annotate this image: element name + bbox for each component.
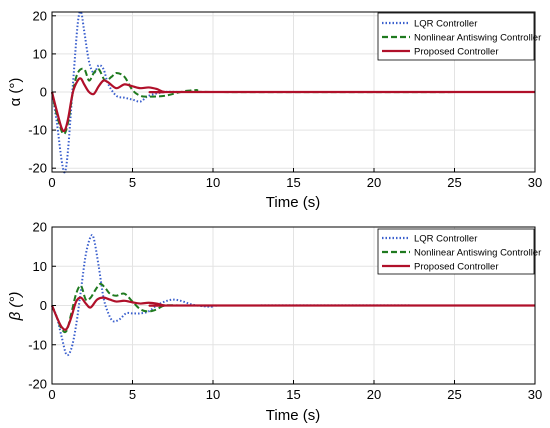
alpha-y-tick-label: 20 xyxy=(33,8,47,23)
beta-y-tick-label: 10 xyxy=(33,259,47,274)
alpha-y-axis-title: α (°) xyxy=(7,78,24,107)
beta-series-lqr-line xyxy=(51,233,536,357)
beta-series xyxy=(50,233,536,357)
alpha-series-nonlinear-line xyxy=(51,67,536,136)
alpha-x-tick-label: 10 xyxy=(206,175,220,190)
alpha-x-tick-label: 30 xyxy=(528,175,542,190)
beta-x-axis-title: Time (s) xyxy=(266,407,320,424)
beta-y-ticks: -20 -10 0 10 20 xyxy=(28,220,56,392)
beta-x-tick-label: 5 xyxy=(129,387,136,402)
beta-y-tick-label: -20 xyxy=(28,377,47,392)
beta-x-tick-label: 15 xyxy=(286,387,300,402)
alpha-legend-lqr-label: LQR Controller xyxy=(414,19,477,30)
alpha-y-tick-label: -20 xyxy=(28,161,47,176)
beta-y-tick-label: 20 xyxy=(33,220,47,235)
beta-legend-lqr-label: LQR Controller xyxy=(414,234,477,245)
alpha-y-tick-label: -10 xyxy=(28,123,47,138)
beta-x-tick-label: 0 xyxy=(48,387,55,402)
beta-legend-nonlinear-label: Nonlinear Antiswing Controller xyxy=(414,248,541,259)
beta-legend: LQR Controller Nonlinear Antiswing Contr… xyxy=(377,228,541,275)
beta-legend-proposed-label: Proposed Controller xyxy=(414,262,499,273)
beta-x-ticks: 0 5 10 15 20 25 30 xyxy=(48,380,542,402)
alpha-y-tick-label: 0 xyxy=(40,85,47,100)
alpha-x-tick-label: 20 xyxy=(367,175,381,190)
beta-y-tick-label: 0 xyxy=(40,298,47,313)
alpha-x-tick-label: 5 xyxy=(129,175,136,190)
alpha-series xyxy=(50,10,536,174)
alpha-legend: LQR Controller Nonlinear Antiswing Contr… xyxy=(377,12,541,61)
alpha-x-tick-label: 25 xyxy=(447,175,461,190)
alpha-x-axis-title: Time (s) xyxy=(266,194,320,211)
beta-x-tick-label: 25 xyxy=(447,387,461,402)
alpha-series-proposed-line xyxy=(50,77,535,133)
beta-y-axis-title: β (°) xyxy=(7,292,24,322)
alpha-legend-nonlinear-label: Nonlinear Antiswing Controller xyxy=(414,33,541,44)
alpha-y-ticks: -20 -10 0 10 20 xyxy=(28,8,56,176)
alpha-y-tick-label: 10 xyxy=(33,46,47,61)
alpha-x-ticks: 0 5 10 15 20 25 30 xyxy=(48,168,542,190)
alpha-x-tick-label: 15 xyxy=(286,175,300,190)
beta-series-proposed-line xyxy=(50,296,535,331)
alpha-legend-proposed-label: Proposed Controller xyxy=(414,47,499,58)
beta-y-tick-label: -10 xyxy=(28,337,47,352)
beta-x-tick-label: 30 xyxy=(528,387,542,402)
alpha-x-tick-label: 0 xyxy=(48,175,55,190)
beta-x-tick-label: 20 xyxy=(367,387,381,402)
beta-x-tick-label: 10 xyxy=(206,387,220,402)
